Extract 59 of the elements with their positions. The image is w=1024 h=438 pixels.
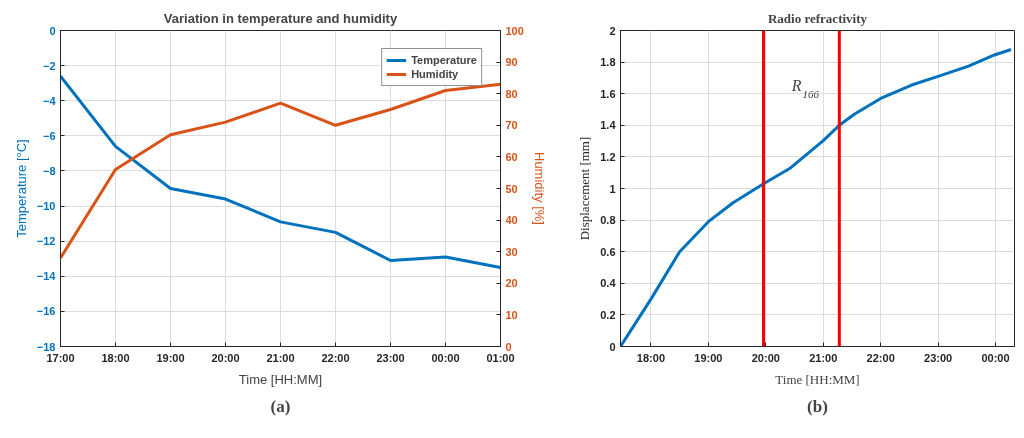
y2-tick-label: 40	[505, 214, 518, 227]
y-tick-label: −14	[36, 270, 57, 283]
x-tick-label: 19:00	[694, 351, 723, 364]
x-tick-label: 21:00	[809, 351, 838, 364]
x-tick-label: 23:00	[924, 351, 953, 364]
x-tick-label: 23:00	[376, 351, 405, 364]
x-tick-label: 01:00	[486, 351, 515, 364]
y2-tick-label: 90	[505, 56, 518, 69]
y2-tick-label: 50	[505, 182, 518, 195]
y2-tick-label: 10	[505, 308, 518, 321]
y-axis-title: Displacement [mm]	[577, 136, 593, 241]
y2-tick-label: 20	[505, 277, 518, 290]
x-tick-label: 18:00	[101, 351, 130, 364]
x-tick-label: 20:00	[211, 351, 240, 364]
y-tick-label: 0	[49, 24, 56, 37]
y-tick-label: 0.8	[600, 214, 616, 227]
x-tick-label: 17:00	[46, 351, 75, 364]
y2-tick-label: 60	[505, 150, 518, 163]
y2-tick-label: 80	[505, 87, 518, 100]
y-tick-label: −16	[36, 305, 56, 318]
y-tick-label: −8	[42, 164, 56, 177]
text: (b)	[807, 396, 828, 416]
y-tick-label: 1.2	[600, 150, 616, 163]
y-tick-label: −10	[36, 200, 56, 213]
y-tick-label: 0	[609, 340, 616, 353]
y-tick-label: 1.4	[600, 119, 617, 132]
y-tick-label: 1.8	[600, 56, 616, 69]
y-tick-label: 2	[609, 24, 616, 37]
y-tick-label: −2	[42, 59, 56, 72]
x-axis-title: Time [HH:MM]	[775, 371, 860, 387]
y-tick-label: −12	[36, 235, 56, 248]
y-tick-label: 0.4	[600, 277, 617, 290]
x-tick-label: 21:00	[266, 351, 295, 364]
y2-tick-label: 100	[505, 24, 524, 37]
y2-axis-title: Humidity [%]	[531, 152, 547, 225]
x-tick-label: 19:00	[156, 351, 185, 364]
y-tick-label: −6	[42, 129, 56, 142]
x-tick-label: 22:00	[321, 351, 350, 364]
x-tick-label: 20:00	[751, 351, 780, 364]
y-axis-title: Temperature [°C]	[13, 139, 29, 238]
text: (a)	[270, 396, 291, 416]
x-tick-label: 22:00	[866, 351, 895, 364]
y-tick-label: −4	[42, 94, 57, 107]
x-axis-title: Time [HH:MM]	[238, 371, 323, 387]
legend-label: Temperature	[411, 53, 477, 67]
legend-label: Humidity	[411, 67, 459, 81]
y-tick-label: −18	[36, 340, 56, 353]
y-tick-label: 0.6	[600, 245, 616, 258]
x-tick-label: 18:00	[636, 351, 666, 364]
chart-title: Radio refractivity	[767, 10, 868, 26]
x-tick-label: 00:00	[431, 351, 460, 364]
chart-title: Variation in temperature and humidity	[163, 10, 398, 26]
y-tick-label: 1.6	[600, 87, 616, 100]
y2-tick-label: 0	[505, 340, 512, 353]
y-tick-label: 0.2	[600, 308, 616, 321]
y2-tick-label: 30	[505, 245, 518, 258]
y-tick-label: 1	[609, 182, 616, 195]
x-tick-label: 00:00	[981, 351, 1010, 364]
y2-tick-label: 70	[505, 119, 518, 132]
